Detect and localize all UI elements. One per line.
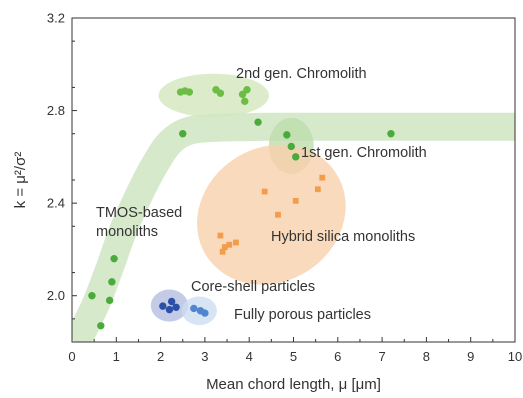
y-axis-title: k = μ²/σ² [12,152,29,209]
point-core-shell-particles-3 [172,303,180,311]
x-tick-label: 2 [157,349,164,364]
point-hybrid-silica-monoliths-0 [217,232,224,239]
point-core-shell-particles-0 [159,302,167,310]
y-tick-label: 2.8 [47,103,65,118]
x-tick-label: 9 [467,349,474,364]
x-tick-label: 5 [290,349,297,364]
point-tmos-based-monoliths-7 [387,130,395,138]
label-tmos-based-monoliths-line2: monoliths [96,224,158,240]
point-2nd-gen-chromolith-6 [241,97,249,106]
x-tick-label: 0 [68,349,75,364]
x-tick-label: 1 [113,349,120,364]
label-tmos-based-monoliths-line1: TMOS-based [96,205,182,221]
x-tick-label: 4 [246,349,253,364]
point-tmos-based-monoliths-2 [105,296,114,305]
label-core-shell-particles: Core-shell particles [191,279,315,295]
point-hybrid-silica-monoliths-6 [275,211,281,218]
y-tick-label: 2.4 [47,196,65,211]
point-hybrid-silica-monoliths-3 [226,241,233,248]
point-tmos-based-monoliths-5 [179,130,187,138]
axes-layer [71,17,516,343]
point-2nd-gen-chromolith-2 [185,88,194,96]
point-hybrid-silica-monoliths-4 [233,239,239,246]
point-1st-gen-chromolith-1 [287,142,295,151]
point-hybrid-silica-monoliths-7 [292,197,299,204]
point-tmos-based-monoliths-1 [97,322,105,330]
x-axis-title: Mean chord length, μ [μm] [206,376,381,393]
point-tmos-based-monoliths-4 [110,254,118,263]
x-tick-label: 10 [508,349,522,364]
point-2nd-gen-chromolith-7 [243,86,251,94]
point-tmos-based-monoliths-6 [254,118,262,126]
label-hybrid-silica-monoliths: Hybrid silica monoliths [271,229,415,245]
point-hybrid-silica-monoliths-2 [221,244,228,251]
highlight-hybrid-silica-monoliths [197,144,346,285]
point-2nd-gen-chromolith-4 [216,89,225,97]
point-tmos-based-monoliths-3 [108,278,116,286]
x-tick-label: 7 [378,349,385,364]
point-hybrid-silica-monoliths-5 [261,188,268,195]
point-1st-gen-chromolith-0 [283,131,291,139]
point-core-shell-particles-2 [167,297,176,306]
point-hybrid-silica-monoliths-1 [219,248,226,255]
points-layer [88,86,395,330]
point-fully-porous-particles-0 [190,304,198,313]
x-tick-label: 8 [423,349,430,364]
highlight-2nd-gen-chromolith [158,73,269,118]
trend-band [72,112,515,342]
point-tmos-based-monoliths-0 [88,292,96,300]
x-tick-label: 6 [334,349,341,364]
highlight-layer [150,73,346,326]
point-hybrid-silica-monoliths-8 [314,186,321,193]
highlight-core-shell-particles [150,289,189,322]
label-fully-porous-particles: Fully porous particles [234,307,371,323]
y-tick-label: 3.2 [47,11,65,26]
point-1st-gen-chromolith-2 [292,153,300,161]
point-core-shell-particles-1 [165,305,174,314]
y-tick-label: 2.0 [47,288,65,303]
x-tick-label: 3 [201,349,208,364]
label-2nd-gen-chromolith: 2nd gen. Chromolith [236,66,367,82]
point-2nd-gen-chromolith-5 [238,90,247,99]
text-layer: 0 1 2 3 4 5 6 7 8 9 10 2.0 2.4 2.8 3.2 Mean chord lengt… [12,11,522,394]
point-hybrid-silica-monoliths-9 [319,174,326,181]
label-1st-gen-chromolith: 1st gen. Chromolith [301,145,427,161]
point-fully-porous-particles-2 [201,309,209,317]
trend-band-layer [72,112,515,342]
